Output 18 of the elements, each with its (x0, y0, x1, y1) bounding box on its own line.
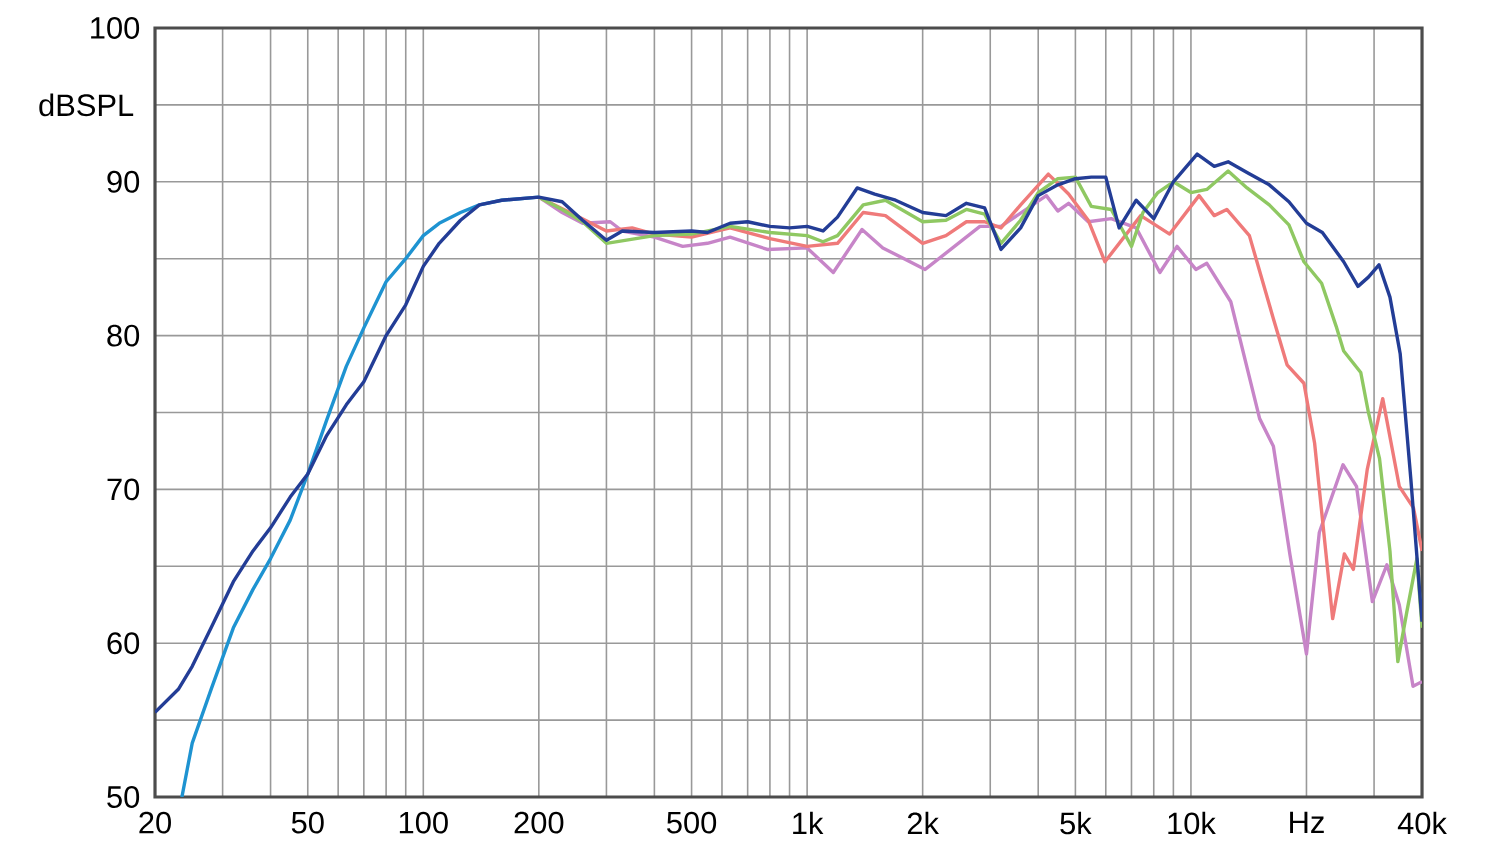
y-tick-label: 60 (107, 632, 140, 655)
x-tick-label: 500 (667, 811, 717, 834)
y-tick-label: 50 (107, 786, 140, 808)
x-tick-label: 5k (1060, 811, 1092, 835)
x-tick-label: 10k (1168, 811, 1216, 835)
y-tick-label: 100 (91, 17, 140, 39)
y-tick-label: 90 (107, 170, 140, 193)
x-tick-label: Hz (1290, 811, 1324, 833)
y-axis-title: dBSPL (39, 93, 134, 117)
x-tick-label: 50 (291, 811, 324, 834)
x-tick-label: 40k (1397, 811, 1447, 835)
x-tick-label: 100 (399, 811, 448, 834)
x-tick-label: 20 (139, 811, 171, 834)
y-tick-label: 80 (107, 324, 140, 347)
x-tick-label: 200 (514, 811, 564, 834)
y-tick-label: 70 (107, 478, 140, 501)
x-tick-label: 1k (793, 811, 824, 835)
x-tick-label: 2k (907, 811, 939, 835)
